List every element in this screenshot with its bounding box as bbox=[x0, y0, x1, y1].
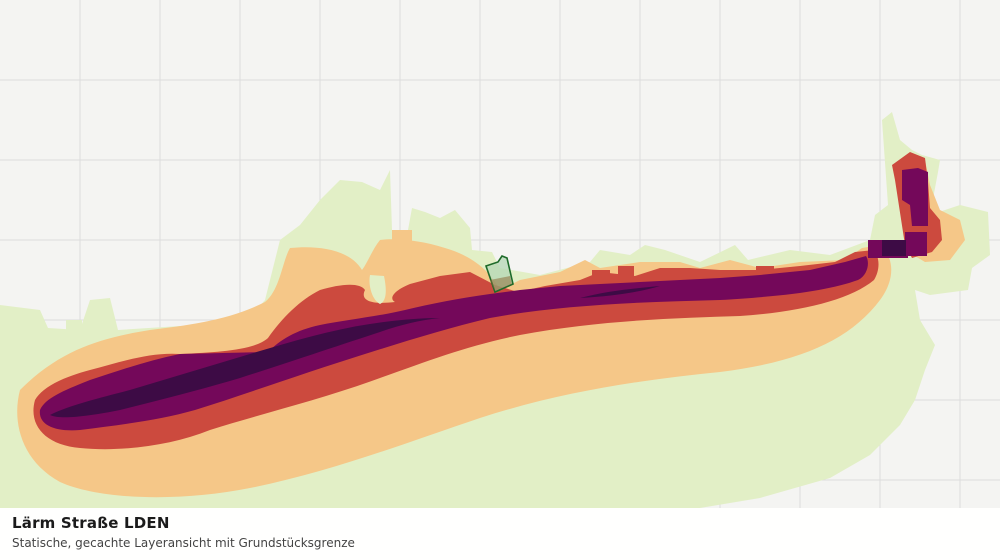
noise-band-inner bbox=[39, 256, 868, 431]
map-subtitle: Statische, gecachte Layeransicht mit Gru… bbox=[12, 536, 355, 550]
noise-band-mid-patch-1 bbox=[592, 270, 610, 280]
noise-band-mid-patch-2 bbox=[618, 266, 634, 276]
parcel-boundary[interactable] bbox=[484, 255, 514, 294]
noise-band-outer-patch bbox=[392, 230, 412, 244]
land-notch bbox=[369, 275, 386, 304]
map-title: Lärm Straße LDEN bbox=[12, 514, 170, 532]
noise-band-inner-east-link bbox=[905, 232, 927, 256]
noise-band-core-east bbox=[882, 240, 906, 256]
map-caption: Lärm Straße LDEN Statische, gecachte Lay… bbox=[0, 508, 1000, 560]
noise-band-inner-east bbox=[902, 168, 928, 226]
noise-band-core-mid bbox=[580, 286, 660, 298]
noise-band-mid-patch-3 bbox=[676, 270, 704, 280]
noise-band-core bbox=[50, 318, 440, 418]
